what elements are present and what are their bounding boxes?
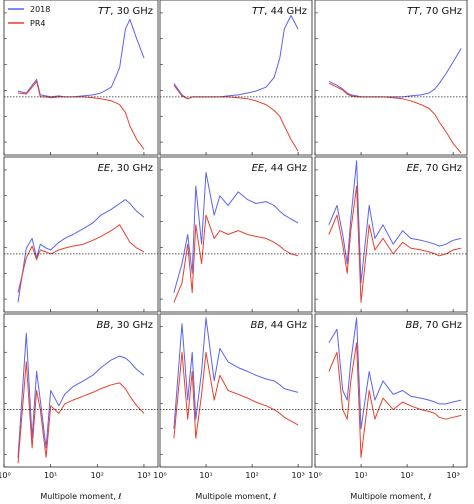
plot-area [173, 172, 299, 303]
plot-area [17, 332, 145, 464]
plot-area [328, 160, 462, 303]
panel-ee-30ghz: EE, 30 GHz [3, 156, 159, 313]
series-line-pr4 [173, 214, 299, 303]
series-line-2018 [328, 160, 462, 284]
panel-ee-44ghz: EE, 44 GHz [159, 156, 313, 313]
series-line-2018 [328, 48, 462, 98]
plot-area [328, 317, 462, 458]
panel-title: BB, 44 GHz [250, 320, 307, 331]
x-axis-label: Multipole moment, ℓ [40, 492, 121, 501]
panel-title: EE, 70 GHz [407, 163, 462, 174]
panel-frame [159, 0, 313, 156]
plot-area [17, 18, 145, 150]
panel-title: BB, 30 GHz [96, 320, 153, 331]
series-line-pr4 [173, 84, 299, 152]
x-axis-label: Multipole moment, ℓ [195, 492, 276, 501]
x-tick-label: 10² [400, 471, 413, 480]
panel-frame [3, 313, 159, 468]
series-line-pr4 [328, 82, 462, 154]
panel-frame [314, 313, 468, 468]
panel-tt-70ghz: TT, 70 GHz [314, 0, 468, 156]
series-line-2018 [328, 317, 462, 430]
panel-title: TT, 30 GHz [98, 6, 153, 17]
series-line-pr4 [17, 80, 145, 150]
x-tick-label: 10³ [446, 471, 459, 480]
series-line-pr4 [17, 224, 145, 293]
panel-frame [159, 313, 313, 468]
legend: 2018 PR4 [8, 5, 50, 28]
series-line-2018 [17, 332, 145, 458]
x-tick-label: 10⁰ [0, 471, 11, 480]
panel-tt-30ghz: TT, 30 GHz [3, 0, 159, 156]
plot-area [173, 15, 299, 152]
panel-frame [3, 156, 159, 313]
series-line-2018 [173, 15, 299, 100]
panel-bb-44ghz: BB, 44 GHz 10⁰ 10¹ 10² 10³ Multipole moment, … [153, 313, 313, 501]
panel-bb-70ghz: BB, 70 GHz 10⁰ 10¹ 10² 10³ Multipole moment, … [308, 313, 468, 501]
panel-frame [3, 0, 159, 156]
plot-area [173, 317, 299, 439]
x-tick-label: 10² [91, 471, 104, 480]
panel-title: TT, 70 GHz [407, 6, 462, 17]
x-tick-label: 10⁰ [308, 471, 321, 480]
panel-frame [159, 156, 313, 313]
series-line-pr4 [173, 351, 299, 439]
panel-ee-70ghz: EE, 70 GHz [314, 156, 468, 313]
series-line-2018 [173, 172, 299, 293]
series-line-2018 [17, 199, 145, 303]
x-tick-label: 10¹ [354, 471, 367, 480]
x-tick-label: 10¹ [199, 471, 212, 480]
plot-area [328, 48, 462, 154]
panel-frame [314, 156, 468, 313]
series-line-pr4 [328, 185, 462, 303]
x-tick-label: 10¹ [44, 471, 57, 480]
plot-area [17, 199, 145, 303]
series-line-2018 [17, 18, 145, 98]
x-tick-label: 10³ [291, 471, 304, 480]
panel-title: EE, 44 GHz [252, 163, 307, 174]
series-line-2018 [173, 317, 299, 429]
panel-bb-30ghz: BB, 30 GHz 10⁰ 10¹ 10² 10³ Multipole moment, … [0, 313, 159, 501]
series-line-pr4 [17, 361, 145, 464]
x-tick-label: 10³ [137, 471, 150, 480]
panel-frame [314, 0, 468, 156]
series-line-pr4 [328, 342, 462, 458]
panel-title: BB, 70 GHz [405, 320, 462, 331]
x-tick-label: 10⁰ [153, 471, 166, 480]
legend-label-pr4: PR4 [30, 19, 45, 28]
panel-title: TT, 44 GHz [252, 6, 307, 17]
panel-title: EE, 30 GHz [98, 163, 153, 174]
x-tick-label: 10² [245, 471, 258, 480]
legend-label-2018: 2018 [30, 5, 50, 14]
panel-tt-44ghz: TT, 44 GHz [159, 0, 313, 156]
x-axis-label: Multipole moment, ℓ [350, 492, 431, 501]
